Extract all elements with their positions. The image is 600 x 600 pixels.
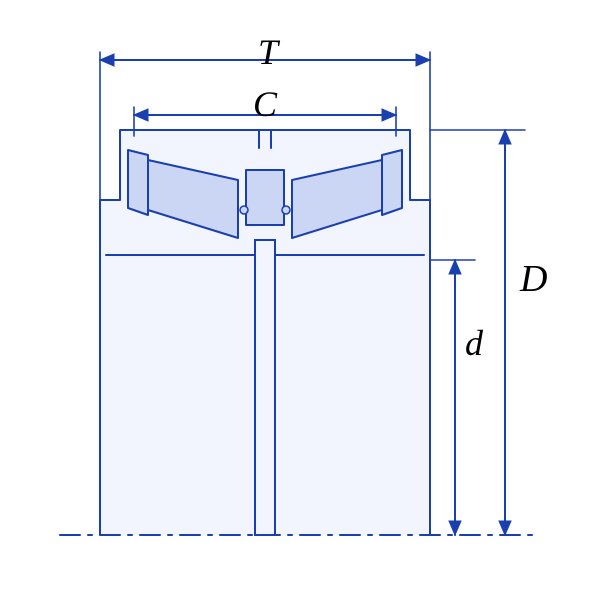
label-T: T: [258, 34, 278, 70]
label-D: D: [520, 260, 547, 298]
cage-right: [382, 150, 402, 215]
hub-center: [246, 170, 284, 225]
label-d: d: [465, 325, 483, 361]
cage-left: [128, 150, 148, 215]
label-C: C: [253, 86, 277, 122]
shaft: [255, 240, 275, 535]
